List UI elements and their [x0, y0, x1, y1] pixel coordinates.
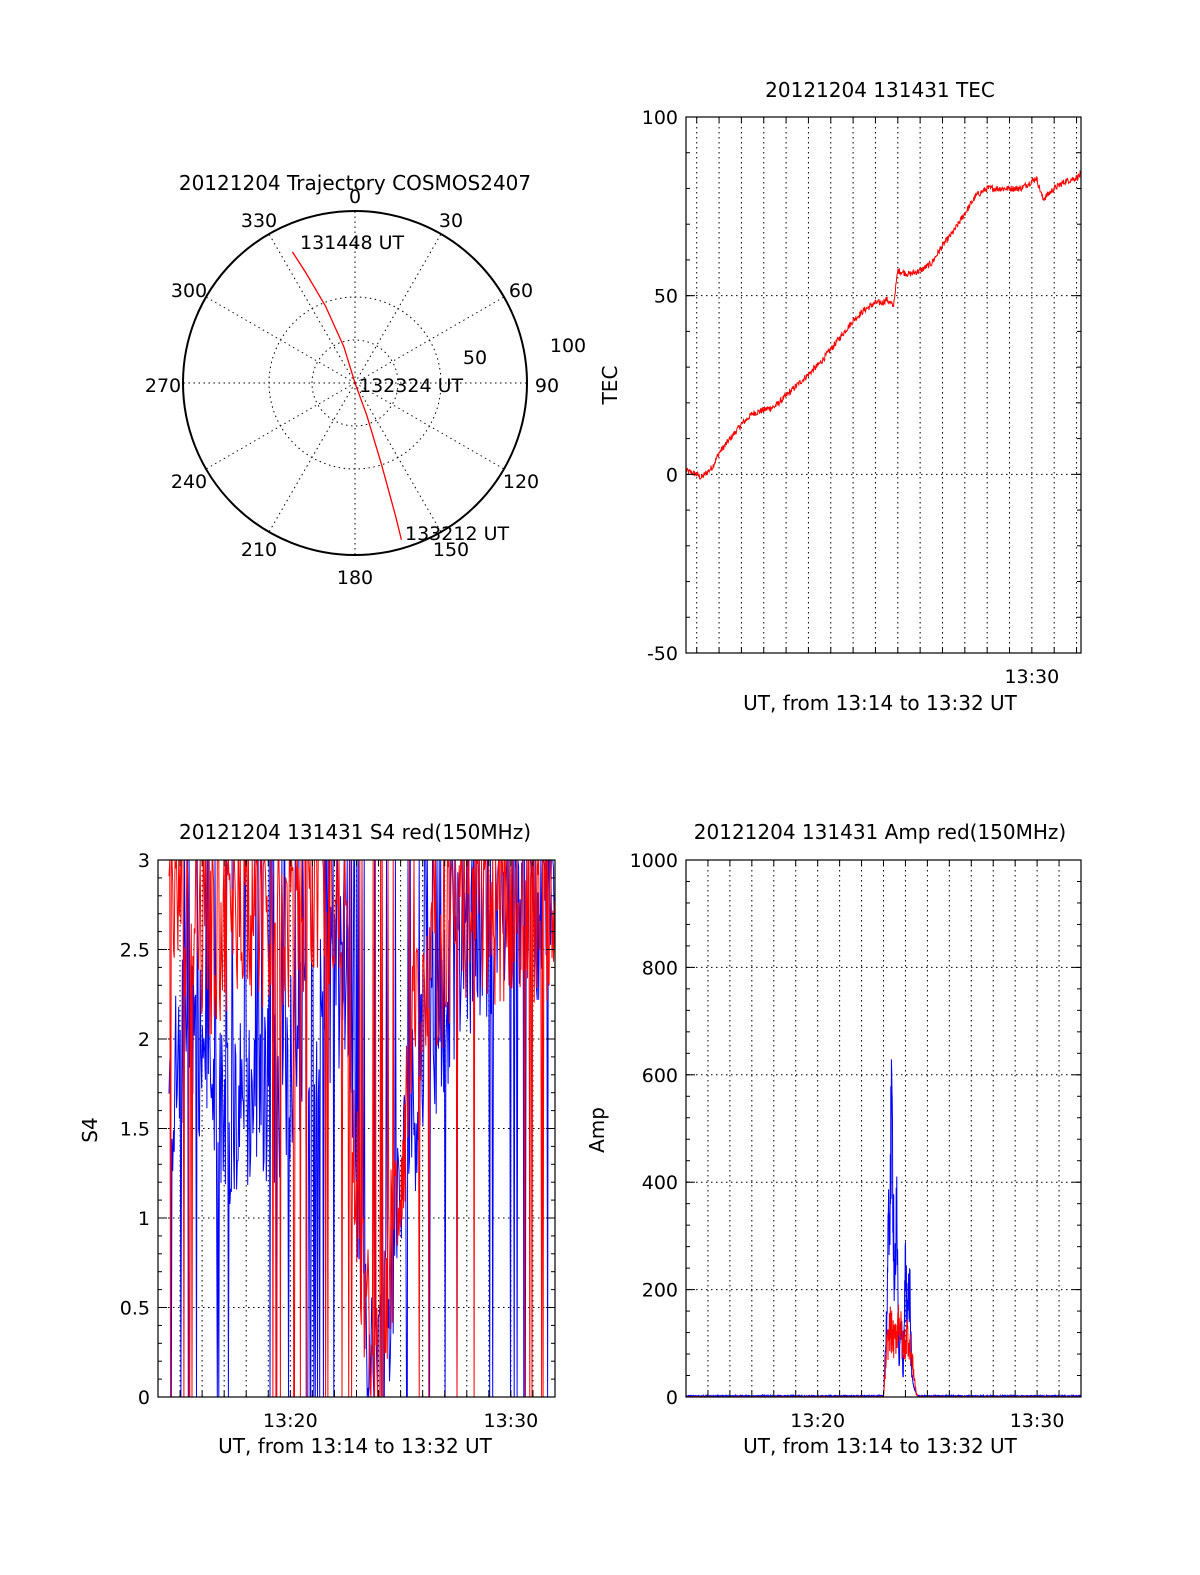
- polar-spoke: [354, 233, 442, 384]
- tec-title: 20121204 131431 TEC: [765, 78, 995, 102]
- polar-time-annotation: 133212 UT: [405, 523, 509, 545]
- polar-spoke: [354, 382, 442, 533]
- polar-time-annotation: 132324 UT: [359, 375, 463, 397]
- y-tick-label: 800: [642, 957, 678, 979]
- polar-series: [291, 251, 403, 540]
- polar-azimuth-label: 210: [241, 539, 277, 561]
- tec-ticks: -50 0 50 100 13:30: [642, 107, 1081, 688]
- polar-azimuth-label: 180: [337, 567, 373, 589]
- polar-azimuth-label: 0: [349, 186, 361, 208]
- polar-spoke: [354, 296, 505, 384]
- y-tick-label: 3: [138, 850, 150, 872]
- polar-azimuth-label: 300: [171, 280, 207, 302]
- s4-panel: 20121204 131431 S4 red(150MHz) 0 0.5 1 1.5 2…: [78, 820, 556, 1458]
- x-tick-label: 13:20: [263, 1410, 318, 1432]
- y-tick-label: 1: [138, 1208, 150, 1230]
- y-tick-label: 600: [642, 1065, 678, 1087]
- polar-azimuth-label: 30: [439, 210, 463, 232]
- amp-ylabel: Amp: [585, 1107, 609, 1153]
- amp-grid: [686, 860, 1081, 1397]
- s4-series: [168, 860, 555, 1397]
- polar-panel: 20121204 Trajectory COSMOS2407 0 30 60 90 12…: [145, 171, 586, 589]
- y-tick-label: 1.5: [120, 1119, 150, 1141]
- polar-azimuth-label: 150: [433, 539, 469, 561]
- polar-azimuth-label: 120: [503, 471, 539, 493]
- polar-spoke: [205, 296, 356, 384]
- polar-radial-label: 50: [463, 347, 487, 369]
- y-tick-label: 50: [654, 286, 678, 308]
- polar-azimuth-label: 240: [171, 471, 207, 493]
- tec-frame: [685, 116, 1082, 654]
- polar-azimuth-label: 90: [535, 375, 559, 397]
- polar-labels: 0 30 60 90 120 150 180 210 240 270 300 330 50 100 1314…: [145, 186, 586, 589]
- x-tick-label: 13:30: [1010, 1410, 1065, 1432]
- tec-series: [686, 169, 1081, 481]
- y-tick-label: 2.5: [120, 940, 150, 962]
- amp-panel: 20121204 131431 Amp red(150MHz) 0 200 400 6…: [585, 820, 1082, 1458]
- polar-grid: [182, 210, 528, 556]
- s4-title: 20121204 131431 S4 red(150MHz): [179, 820, 531, 844]
- y-tick-label: 0: [666, 464, 678, 486]
- polar-radial-label: 100: [550, 335, 586, 357]
- polar-time-annotation: 131448 UT: [300, 232, 404, 254]
- y-tick-label: 0: [138, 1387, 150, 1409]
- tec-grid: [686, 117, 1081, 653]
- tec-panel: 20121204 131431 TEC -50 0 50 100 13:30 TEC U…: [598, 78, 1082, 715]
- y-tick-label: 200: [642, 1280, 678, 1302]
- tec-ylabel: TEC: [598, 366, 622, 406]
- tec-series-line: [686, 169, 1081, 481]
- y-tick-label: 2: [138, 1029, 150, 1051]
- x-tick-label: 13:30: [484, 1410, 539, 1432]
- tec-xlabel: UT, from 13:14 to 13:32 UT: [743, 691, 1018, 715]
- y-tick-label: 1000: [630, 850, 678, 872]
- polar-spoke: [268, 382, 356, 533]
- x-tick-label: 13:30: [1004, 666, 1059, 688]
- y-tick-label: 100: [642, 107, 678, 129]
- s4-ylabel: S4: [78, 1117, 102, 1142]
- amp-ticks: 0 200 400 600 800 1000 13:20 13:30: [630, 850, 1081, 1432]
- y-tick-label: -50: [647, 643, 678, 665]
- polar-title: 20121204 Trajectory COSMOS2407: [179, 171, 531, 195]
- polar-spoke: [268, 233, 356, 384]
- amp-xlabel: UT, from 13:14 to 13:32 UT: [743, 1434, 1018, 1458]
- s4-series-line: [168, 860, 555, 1397]
- polar-spoke: [205, 382, 356, 470]
- y-tick-label: 400: [642, 1172, 678, 1194]
- amp-title: 20121204 131431 Amp red(150MHz): [694, 820, 1066, 844]
- polar-ring: [311, 339, 399, 427]
- polar-azimuth-label: 270: [145, 375, 181, 397]
- polar-azimuth-label: 60: [509, 280, 533, 302]
- polar-ring: [268, 296, 442, 470]
- y-tick-label: 0: [666, 1387, 678, 1409]
- polar-trajectory-line: [291, 251, 403, 540]
- s4-xlabel: UT, from 13:14 to 13:32 UT: [218, 1434, 493, 1458]
- polar-azimuth-label: 330: [241, 210, 277, 232]
- polar-outer-circle: [182, 210, 528, 556]
- s4-ticks: 0 0.5 1 1.5 2 2.5 3 13:20 13:30: [120, 850, 555, 1432]
- x-tick-label: 13:20: [790, 1410, 845, 1432]
- y-tick-label: 0.5: [120, 1298, 150, 1320]
